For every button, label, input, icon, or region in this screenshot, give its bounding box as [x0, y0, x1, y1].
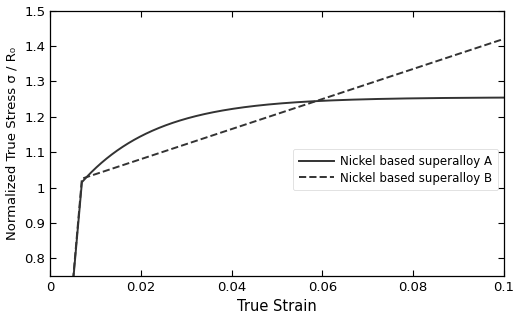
Nickel based superalloy B [220, 130, 227, 134]
Nickel based superalloy A [501, 96, 507, 100]
Legend: Nickel based superalloy A, Nickel based superalloy B: Nickel based superalloy A, Nickel based … [293, 149, 498, 190]
Nickel based superalloy A [420, 96, 426, 100]
Nickel based superalloy A [220, 108, 227, 112]
Line: Nickel based superalloy B: Nickel based superalloy B [50, 39, 504, 320]
Nickel based superalloy B [386, 75, 392, 79]
Nickel based superalloy B [319, 97, 326, 101]
X-axis label: True Strain: True Strain [237, 300, 317, 315]
Nickel based superalloy B [501, 37, 507, 41]
Nickel based superalloy A [386, 97, 392, 101]
Nickel based superalloy A [319, 99, 326, 103]
Line: Nickel based superalloy A: Nickel based superalloy A [50, 98, 504, 320]
Y-axis label: Normalized True Stress σ / R₀: Normalized True Stress σ / R₀ [6, 47, 19, 240]
Nickel based superalloy B [129, 160, 136, 164]
Nickel based superalloy B [342, 90, 348, 93]
Nickel based superalloy A [342, 98, 348, 102]
Nickel based superalloy A [129, 139, 136, 143]
Nickel based superalloy B [420, 64, 426, 68]
